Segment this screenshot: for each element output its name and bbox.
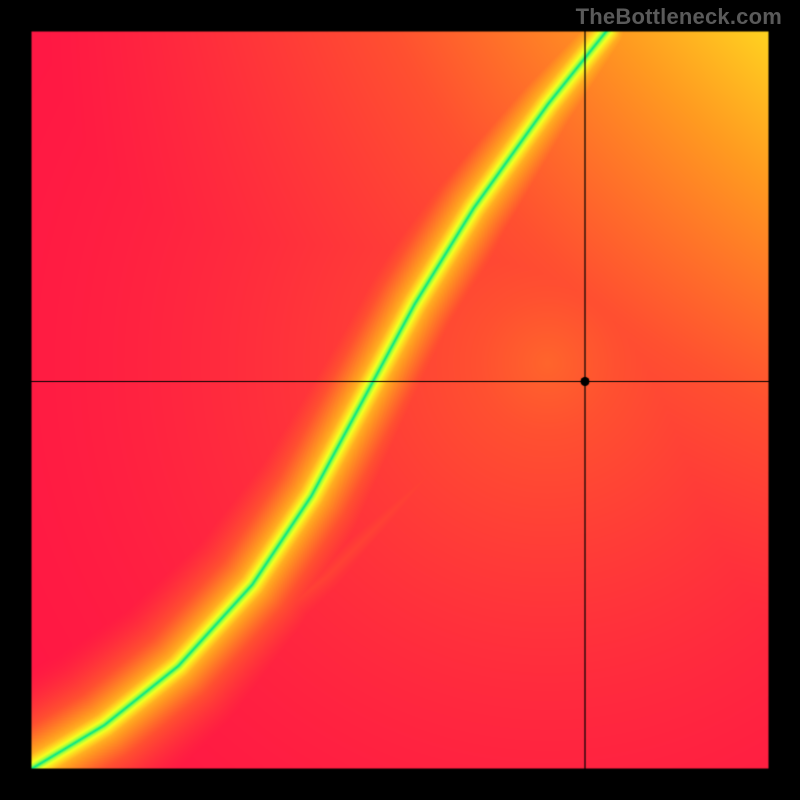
watermark-text: TheBottleneck.com	[576, 4, 782, 30]
heatmap-canvas	[0, 0, 800, 800]
chart-container: TheBottleneck.com	[0, 0, 800, 800]
